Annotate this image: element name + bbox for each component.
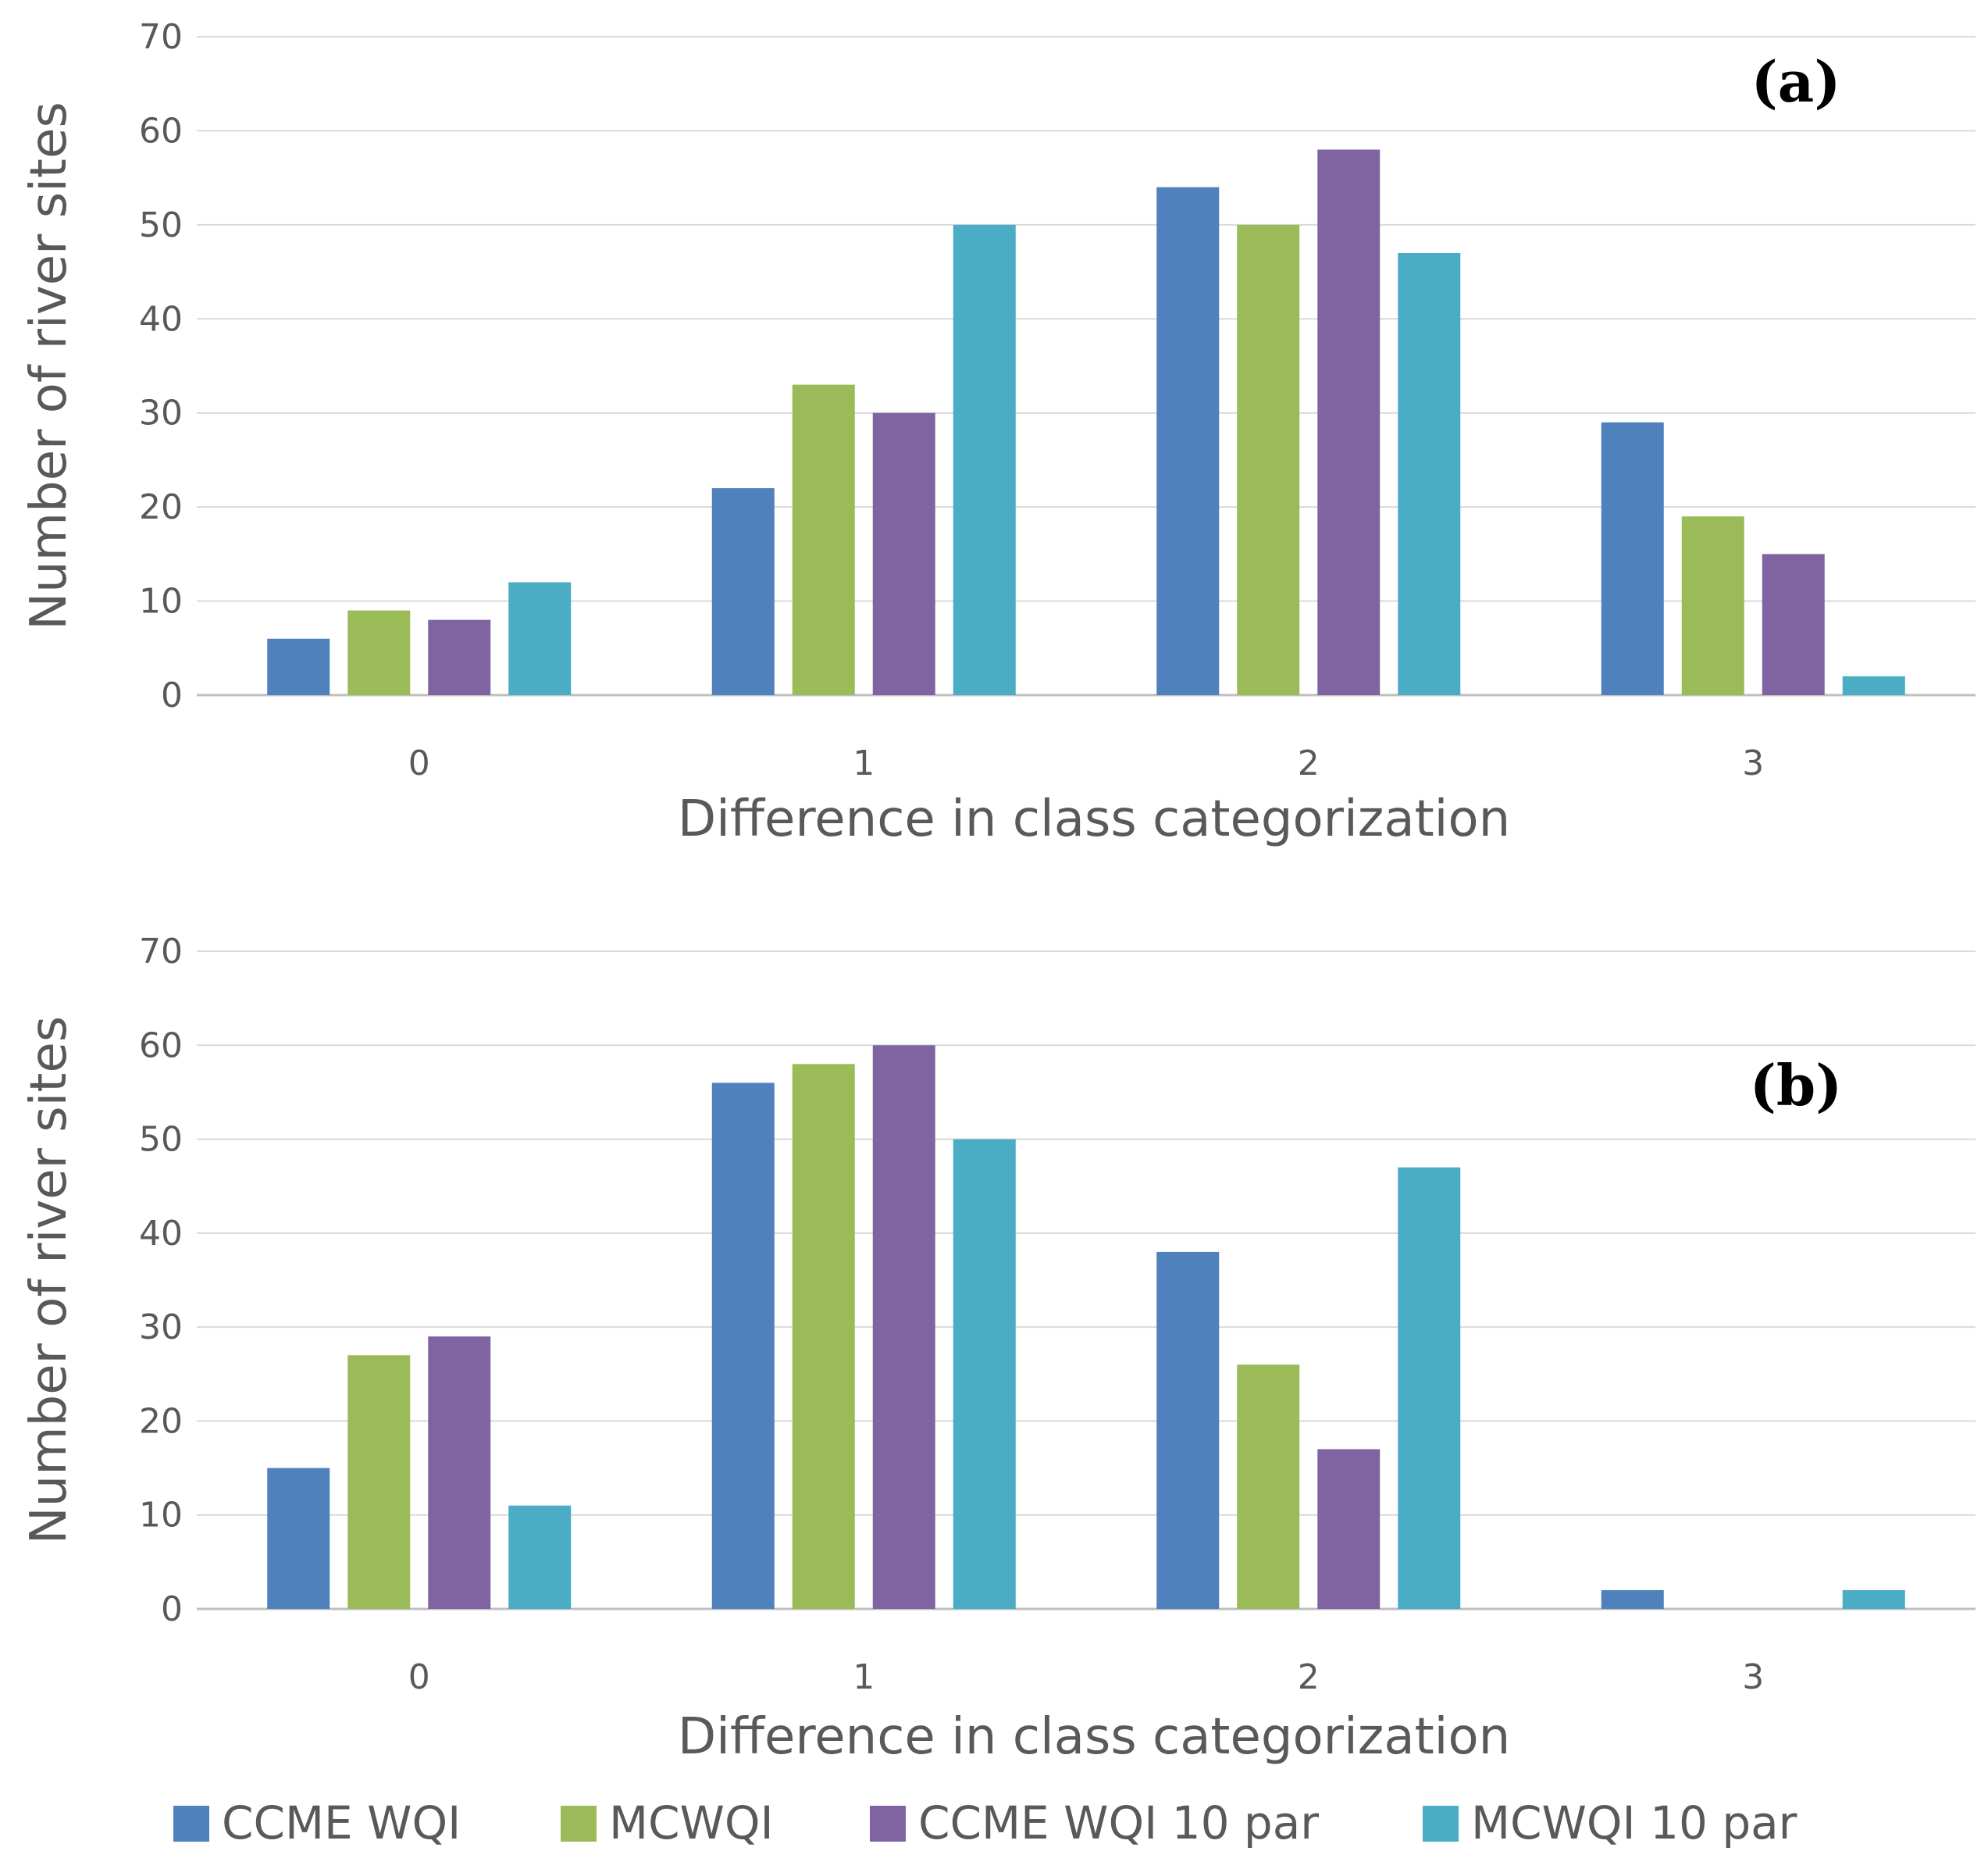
x-axis-label: Difference in class categorization: [678, 1708, 1510, 1766]
bar: [953, 1139, 1016, 1609]
bar: [1681, 516, 1744, 695]
y-tick-label: 60: [139, 1025, 183, 1065]
y-tick-label: 70: [139, 17, 183, 57]
bar: [508, 582, 572, 695]
bar: [711, 488, 775, 695]
y-tick-label: 20: [139, 487, 183, 527]
y-tick-label: 50: [139, 205, 183, 245]
bar: [1842, 676, 1905, 695]
bar: [347, 1355, 411, 1609]
bar: [267, 1468, 330, 1609]
bar: [428, 1336, 491, 1609]
y-axis-label: Number of river sites: [20, 102, 78, 630]
bar: [953, 224, 1016, 695]
chart-panel-a: 0 10 20 30 40 50 60 70 0 1 2 3 Difference in class c…: [20, 17, 1976, 848]
y-tick-label: 40: [139, 1214, 183, 1254]
legend-swatch: [870, 1806, 906, 1842]
x-tick-label: 0: [408, 1657, 430, 1697]
panel-label: (a): [1751, 48, 1841, 115]
legend-swatch: [561, 1806, 597, 1842]
bar: [1237, 224, 1300, 695]
x-tick-label: 2: [1298, 1657, 1320, 1697]
legend-label: CCME WQI 10 par: [918, 1796, 1319, 1849]
y-tick-label: 10: [139, 1496, 183, 1536]
x-tick-label: 2: [1298, 744, 1320, 783]
chart-panel-b: 0 10 20 30 40 50 60 70 0 1 2 3 Difference in class c…: [20, 932, 1976, 1766]
y-tick-label: 40: [139, 299, 183, 339]
y-tick-label: 30: [139, 394, 183, 433]
y-tick-label: 70: [139, 932, 183, 972]
legend-label: CCME WQI: [222, 1796, 461, 1849]
legend-swatch: [173, 1806, 209, 1842]
x-tick-label: 0: [408, 744, 430, 783]
legend-label: MCWQI: [609, 1796, 774, 1849]
bar: [872, 1045, 935, 1609]
x-tick-label: 1: [853, 1657, 875, 1697]
bar: [1601, 422, 1664, 695]
y-tick-label: 20: [139, 1401, 183, 1441]
bar: [1398, 1167, 1461, 1609]
panel-label: (b): [1750, 1052, 1842, 1118]
bar: [1601, 1589, 1664, 1609]
bar: [792, 384, 855, 695]
y-tick-label: 60: [139, 111, 183, 151]
bar: [1762, 554, 1825, 695]
bar: [1237, 1364, 1300, 1609]
bar: [792, 1064, 855, 1609]
y-tick-label: 0: [161, 1589, 183, 1629]
bar: [508, 1505, 572, 1609]
bar: [347, 610, 411, 695]
legend-swatch: [1423, 1806, 1459, 1842]
y-axis-label: Number of river sites: [20, 1016, 78, 1544]
y-tick-label: 30: [139, 1307, 183, 1347]
x-tick-label: 1: [853, 744, 875, 783]
x-tick-label: 3: [1742, 1657, 1764, 1697]
bar: [1842, 1589, 1905, 1609]
bar: [1156, 187, 1220, 695]
x-axis-label: Difference in class categorization: [678, 790, 1510, 848]
bar: [428, 619, 491, 695]
bar: [1398, 252, 1461, 695]
y-tick-label: 0: [161, 676, 183, 715]
x-tick-label: 3: [1742, 744, 1764, 783]
bar: [711, 1083, 775, 1609]
bar: [1317, 149, 1381, 695]
bar: [267, 638, 330, 695]
y-tick-label: 50: [139, 1120, 183, 1160]
legend-label: MCWQI 10 par: [1471, 1796, 1797, 1849]
y-tick-label: 10: [139, 582, 183, 622]
bar: [1317, 1449, 1381, 1609]
legend: CCME WQI MCWQI CCME WQI 10 par MCWQI 10 par: [173, 1796, 1797, 1849]
bar: [872, 412, 935, 695]
bar: [1156, 1251, 1220, 1609]
